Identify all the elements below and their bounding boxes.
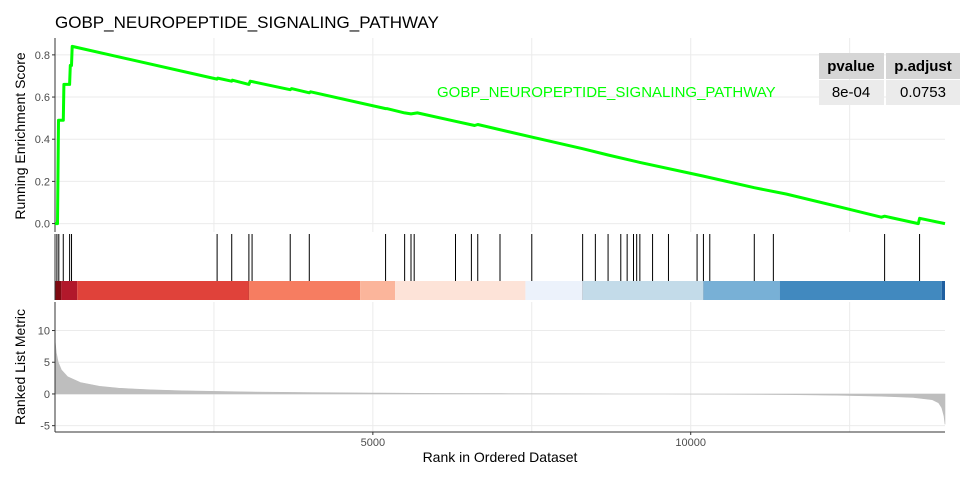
hits-panel — [54, 234, 945, 300]
rank-y-tick-label: 5 — [44, 357, 50, 369]
es-panel: 0.0 0.2 0.4 0.6 0.8 GOBP_NEUROPEPTIDE_SIGNAL… — [12, 38, 946, 232]
chart-title: GOBP_NEUROPEPTIDE_SIGNALING_PATHWAY — [55, 13, 439, 32]
x-tick-label: 10000 — [675, 437, 706, 449]
heatmap-band — [703, 281, 780, 300]
heatmap-band — [61, 281, 78, 300]
x-ticks: 5000 10000 — [361, 432, 706, 449]
es-y-tick-label: 0.8 — [35, 50, 50, 62]
es-line-group — [55, 44, 946, 226]
table-value-padjust: 0.0753 — [900, 84, 946, 101]
es-gridlines — [55, 38, 945, 232]
heatmap-band — [941, 281, 945, 300]
heatmap-band — [77, 281, 249, 300]
es-y-ticks: 0.0 0.2 0.4 0.6 0.8 — [35, 50, 55, 231]
heatmap-band — [395, 281, 526, 300]
table-value-pvalue: 8e-04 — [832, 84, 870, 101]
table-header-cell-padjust — [886, 53, 960, 79]
table-cell-pvalue — [819, 80, 884, 105]
rank-y-ticks: -5 0 5 10 — [38, 326, 55, 433]
es-y-tick-label: 0.2 — [35, 176, 50, 188]
es-y-tick-label: 0.6 — [35, 92, 50, 104]
es-y-tick-label: 0.0 — [35, 219, 50, 231]
rank-y-tick-label: 10 — [38, 326, 50, 338]
rank-heatmap — [55, 281, 945, 300]
stats-table: pvalue p.adjust 8e-04 0.0753 — [819, 53, 960, 105]
heatmap-band — [582, 281, 704, 300]
heatmap-band — [525, 281, 583, 300]
es-y-axis-title: Running Enrichment Score — [12, 52, 28, 220]
rank-y-tick-label: -5 — [40, 421, 50, 433]
series-label: GOBP_NEUROPEPTIDE_SIGNALING_PATHWAY — [437, 84, 776, 101]
rank-panel: -5 0 5 10 5000 10000 Ranked List Metric Rank… — [12, 302, 946, 465]
heatmap-band — [779, 281, 942, 300]
heatmap-band — [248, 281, 361, 300]
table-header-padjust: p.adjust — [894, 58, 952, 75]
x-tick-label: 5000 — [361, 437, 385, 449]
x-axis-title: Rank in Ordered Dataset — [423, 449, 578, 465]
table-header-cell-pvalue — [819, 53, 884, 79]
es-series-line — [55, 44, 946, 226]
heatmap-band — [55, 281, 62, 300]
rank-gridlines — [55, 302, 945, 432]
table-cell-padjust — [886, 80, 960, 105]
table-header-pvalue: pvalue — [827, 58, 875, 75]
heatmap-band — [360, 281, 396, 300]
es-y-tick-label: 0.4 — [35, 134, 50, 146]
rank-y-axis-title: Ranked List Metric — [12, 309, 28, 425]
rank-y-tick-label: 0 — [44, 389, 50, 401]
ranked-metric-area — [54, 339, 946, 425]
